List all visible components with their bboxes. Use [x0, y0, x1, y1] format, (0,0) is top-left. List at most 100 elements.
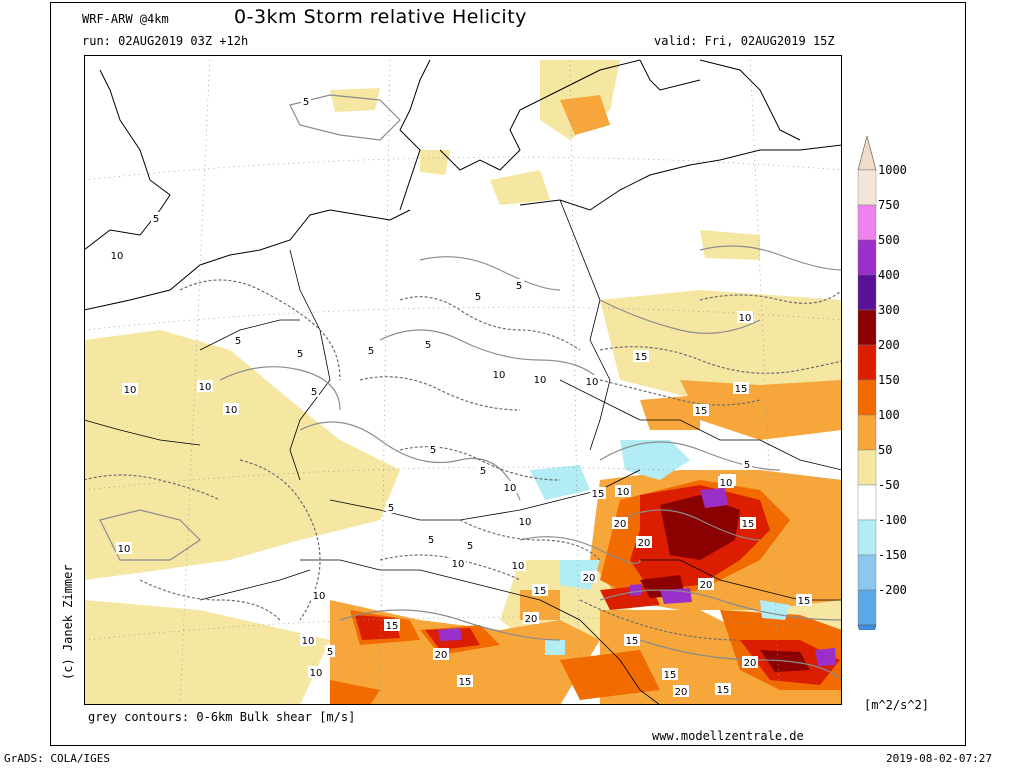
- contour-label: 15: [717, 685, 730, 696]
- contour-label-bg: [662, 668, 678, 680]
- contour-label: 5: [425, 340, 431, 351]
- contour-label-bg: [633, 350, 649, 362]
- helicity-negative-area: [530, 440, 790, 655]
- contour-label-bg: [673, 685, 689, 697]
- colorbar-tick-label: -150: [878, 548, 907, 562]
- contour-label: 10: [313, 591, 326, 602]
- contour-label: 10: [519, 517, 532, 528]
- colorbar-swatch: [857, 449, 877, 486]
- contour-label-bg: [109, 249, 125, 261]
- color-bar: [857, 136, 877, 630]
- contour-label-bg: [309, 385, 319, 397]
- grads-credit: GrADS: COLA/IGES: [4, 752, 110, 765]
- contour-label: 10: [452, 559, 465, 570]
- contour-label-bg: [718, 476, 734, 488]
- contour-label: 5: [475, 292, 481, 303]
- contour-label-bg: [491, 368, 507, 380]
- latlon-grid: [84, 55, 842, 705]
- valid-time: valid: Fri, 02AUG2019 15Z: [654, 34, 835, 48]
- contour-label-bg: [523, 612, 539, 624]
- contour-label-bg: [122, 383, 138, 395]
- contour-label: 15: [592, 489, 605, 500]
- contour-label-bg: [223, 403, 239, 415]
- contour-label: 10: [504, 483, 517, 494]
- contour-label: 20: [675, 687, 688, 698]
- contour-label: 10: [124, 385, 137, 396]
- country-borders: [84, 199, 842, 705]
- contour-label: 5: [516, 281, 522, 292]
- contour-label-bg: [384, 619, 400, 631]
- contour-label-bg: [581, 571, 597, 583]
- contour-label: 5: [235, 336, 241, 347]
- contour-label: 5: [744, 460, 750, 471]
- colorbar-tick-label: -50: [878, 478, 900, 492]
- contour-label-bg: [426, 533, 436, 545]
- contour-label: 10: [586, 377, 599, 388]
- generation-timestamp: 2019-08-02-07:27: [886, 752, 992, 765]
- run-info: run: 02AUG2019 03Z +12h: [82, 34, 249, 48]
- contour-label-bg: [465, 539, 475, 551]
- colorbar-swatch: [857, 519, 877, 556]
- helicity-300-400-area: [640, 495, 810, 672]
- contour-label: 10: [512, 561, 525, 572]
- colorbar-tick-label: 500: [878, 233, 900, 247]
- contour-label: 15: [534, 586, 547, 597]
- contour-label: 20: [744, 658, 757, 669]
- contours-note: grey contours: 0-6km Bulk shear [m/s]: [88, 710, 356, 724]
- colorbar-swatch: [857, 239, 877, 276]
- contour-labels: 5510555551015101010551010101515555101510…: [109, 95, 812, 698]
- colorbar-swatch: [857, 274, 877, 311]
- contour-label: 5: [153, 214, 159, 225]
- contour-label: 15: [695, 406, 708, 417]
- colorbar-swatch: [857, 344, 877, 381]
- contour-label-bg: [733, 382, 749, 394]
- contour-label: 20: [525, 614, 538, 625]
- model-label: WRF-ARW @4km: [82, 12, 169, 26]
- colorbar-swatch: [857, 169, 877, 206]
- chart-title: 0-3km Storm relative Helicity: [234, 6, 527, 28]
- contour-label-bg: [197, 380, 213, 392]
- contour-label-bg: [366, 344, 376, 356]
- contour-label: 10: [118, 544, 131, 555]
- colorbar-bottom-cap: [857, 624, 877, 630]
- map-border: [84, 55, 842, 705]
- colorbar-swatch: [857, 414, 877, 451]
- contour-label: 15: [735, 384, 748, 395]
- contour-label-bg: [478, 464, 488, 476]
- contour-label-bg: [473, 290, 483, 302]
- colorbar-swatch: [857, 379, 877, 416]
- contour-label: 15: [742, 519, 755, 530]
- contour-label-bg: [715, 683, 731, 695]
- contour-label-bg: [532, 584, 548, 596]
- contour-label: 10: [199, 382, 212, 393]
- colorbar-swatch: [857, 484, 877, 521]
- contour-label-bg: [624, 634, 640, 646]
- contour-label: 5: [428, 535, 434, 546]
- contour-label-bg: [502, 481, 518, 493]
- contour-label-bg: [590, 487, 606, 499]
- contour-label-bg: [698, 578, 714, 590]
- contour-label-bg: [423, 338, 433, 350]
- contour-label-bg: [151, 212, 161, 224]
- colorbar-tick-label: 400: [878, 268, 900, 282]
- contour-label-bg: [308, 666, 324, 678]
- contour-label-bg: [612, 517, 628, 529]
- contour-label-bg: [584, 375, 600, 387]
- contour-label: 10: [302, 636, 315, 647]
- contour-label: 5: [327, 647, 333, 658]
- colorbar-tick-label: 50: [878, 443, 893, 457]
- contour-label: 5: [467, 541, 473, 552]
- contour-label-bg: [532, 373, 548, 385]
- contour-label-bg: [742, 458, 752, 470]
- contour-label: 10: [739, 313, 752, 324]
- contour-label-bg: [615, 485, 631, 497]
- colorbar-tick-label: 150: [878, 373, 900, 387]
- contour-label-bg: [737, 311, 753, 323]
- author-credit: (c) Janek Zimmer: [61, 564, 75, 680]
- contour-label: 15: [635, 352, 648, 363]
- contour-label: 15: [386, 621, 399, 632]
- colorbar-units: [m^2/s^2]: [864, 698, 930, 712]
- website-credit: www.modellzentrale.de: [652, 729, 804, 743]
- contour-label: 5: [303, 97, 309, 108]
- contour-label: 5: [480, 466, 486, 477]
